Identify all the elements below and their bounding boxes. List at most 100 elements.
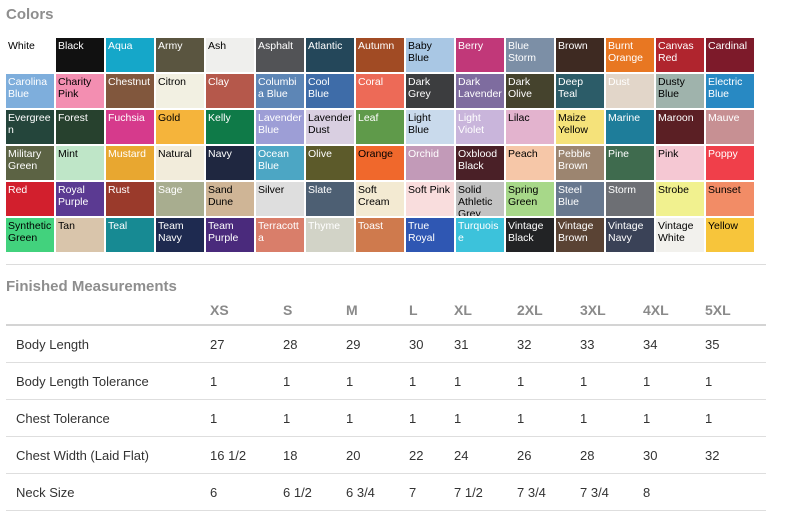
color-swatch[interactable]: Orange — [356, 146, 404, 180]
color-swatch[interactable]: Mint — [56, 146, 104, 180]
color-swatch[interactable]: Orchid — [406, 146, 454, 180]
color-swatch[interactable]: Dusty Blue — [656, 74, 704, 108]
measurement-value: 6 3/4 — [346, 473, 409, 511]
color-swatch[interactable]: Chestnut — [106, 74, 154, 108]
color-swatch[interactable]: Marine — [606, 110, 654, 144]
color-swatch[interactable]: Charity Pink — [56, 74, 104, 108]
color-swatch[interactable]: Mauve — [706, 110, 754, 144]
color-swatch[interactable]: Asphalt — [256, 38, 304, 72]
color-swatch[interactable]: True Royal — [406, 218, 454, 252]
color-swatch[interactable]: White — [6, 38, 54, 72]
color-swatch[interactable]: Fuchsia — [106, 110, 154, 144]
color-swatch[interactable]: Oxblood Black — [456, 146, 504, 180]
color-swatch[interactable]: Coral — [356, 74, 404, 108]
color-swatch[interactable]: Cardinal — [706, 38, 754, 72]
color-swatch[interactable]: Blue Storm — [506, 38, 554, 72]
color-swatch[interactable]: Slate — [306, 182, 354, 216]
color-swatch[interactable]: Citron — [156, 74, 204, 108]
color-swatch[interactable]: Vintage White — [656, 218, 704, 252]
color-swatch[interactable]: Red — [6, 182, 54, 216]
color-swatch[interactable]: Lilac — [506, 110, 554, 144]
color-swatch[interactable]: Solid Athletic Grey — [456, 182, 504, 216]
size-header: M — [346, 296, 409, 326]
color-swatch[interactable]: Cool Blue — [306, 74, 354, 108]
color-swatch[interactable]: Electric Blue — [706, 74, 754, 108]
color-swatch[interactable]: Army — [156, 38, 204, 72]
color-swatch[interactable]: Pink — [656, 146, 704, 180]
color-swatch[interactable]: Burnt Orange — [606, 38, 654, 72]
measurement-value: 29 — [346, 325, 409, 363]
color-swatch[interactable]: Brown — [556, 38, 604, 72]
color-swatch[interactable]: Rust — [106, 182, 154, 216]
color-swatch[interactable]: Lavender Dust — [306, 110, 354, 144]
color-swatch[interactable]: Pine — [606, 146, 654, 180]
color-swatch[interactable]: Dust — [606, 74, 654, 108]
color-swatch[interactable]: Baby Blue — [406, 38, 454, 72]
color-swatch[interactable]: Maroon — [656, 110, 704, 144]
color-swatch[interactable]: Aqua — [106, 38, 154, 72]
measurement-value: 6 — [210, 473, 283, 511]
measurement-value: 6 1/2 — [283, 473, 346, 511]
color-swatch[interactable]: Soft Cream — [356, 182, 404, 216]
color-swatch[interactable]: Strobe — [656, 182, 704, 216]
color-swatch[interactable]: Spring Green — [506, 182, 554, 216]
color-swatch[interactable]: Vintage Black — [506, 218, 554, 252]
measurement-value: 1 — [454, 399, 517, 437]
color-swatch[interactable]: Black — [56, 38, 104, 72]
color-swatch[interactable]: Tan — [56, 218, 104, 252]
color-swatch[interactable]: Vintage Brown — [556, 218, 604, 252]
color-swatch[interactable]: Canvas Red — [656, 38, 704, 72]
color-swatch[interactable]: Military Green — [6, 146, 54, 180]
color-swatch[interactable]: Vintage Navy — [606, 218, 654, 252]
color-swatch[interactable]: Storm — [606, 182, 654, 216]
color-swatch[interactable]: Olive — [306, 146, 354, 180]
color-swatch[interactable]: Dark Grey — [406, 74, 454, 108]
color-swatch[interactable]: Berry — [456, 38, 504, 72]
color-swatch[interactable]: Natural — [156, 146, 204, 180]
color-swatch[interactable]: Forest — [56, 110, 104, 144]
color-swatch[interactable]: Clay — [206, 74, 254, 108]
color-swatch[interactable]: Dark Olive — [506, 74, 554, 108]
color-swatch[interactable]: Sunset — [706, 182, 754, 216]
measurement-value: 24 — [454, 436, 517, 474]
color-swatch[interactable]: Deep Teal — [556, 74, 604, 108]
measurement-value — [705, 473, 766, 511]
color-swatch[interactable]: Turquoise — [456, 218, 504, 252]
color-swatch[interactable]: Autumn — [356, 38, 404, 72]
color-swatch[interactable]: Sand Dune — [206, 182, 254, 216]
color-swatch[interactable]: Teal — [106, 218, 154, 252]
color-swatch[interactable]: Mustard — [106, 146, 154, 180]
color-swatch[interactable]: Silver — [256, 182, 304, 216]
color-swatch[interactable]: Gold — [156, 110, 204, 144]
color-swatch[interactable]: Atlantic — [306, 38, 354, 72]
color-swatch[interactable]: Sage — [156, 182, 204, 216]
color-swatch[interactable]: Pebble Brown — [556, 146, 604, 180]
color-swatch[interactable]: Royal Purple — [56, 182, 104, 216]
color-swatch[interactable]: Light Blue — [406, 110, 454, 144]
color-swatch[interactable]: Carolina Blue — [6, 74, 54, 108]
color-swatch[interactable]: Columbia Blue — [256, 74, 304, 108]
color-swatch[interactable]: Team Navy — [156, 218, 204, 252]
color-swatch[interactable]: Kelly — [206, 110, 254, 144]
color-swatch[interactable]: Navy — [206, 146, 254, 180]
color-swatch[interactable]: Ocean Blue — [256, 146, 304, 180]
color-swatch[interactable]: Yellow — [706, 218, 754, 252]
color-swatch[interactable]: Synthetic Green — [6, 218, 54, 252]
color-swatch[interactable]: Poppy — [706, 146, 754, 180]
color-swatch[interactable]: Maize Yellow — [556, 110, 604, 144]
color-swatch[interactable]: Dark Lavender — [456, 74, 504, 108]
color-swatch[interactable]: Ash — [206, 38, 254, 72]
color-swatch[interactable]: Peach — [506, 146, 554, 180]
color-swatch[interactable]: Leaf — [356, 110, 404, 144]
color-swatch[interactable]: Soft Pink — [406, 182, 454, 216]
color-swatch[interactable]: Team Purple — [206, 218, 254, 252]
measurement-value: 7 3/4 — [580, 473, 643, 511]
color-swatch[interactable]: Lavender Blue — [256, 110, 304, 144]
color-swatch[interactable]: Steel Blue — [556, 182, 604, 216]
color-swatch[interactable]: Light Violet — [456, 110, 504, 144]
color-swatch[interactable]: Terracotta — [256, 218, 304, 252]
color-swatch[interactable]: Toast — [356, 218, 404, 252]
color-swatch[interactable]: Evergreen — [6, 110, 54, 144]
color-swatch[interactable]: Thyme — [306, 218, 354, 252]
measurement-value: 30 — [643, 436, 705, 474]
